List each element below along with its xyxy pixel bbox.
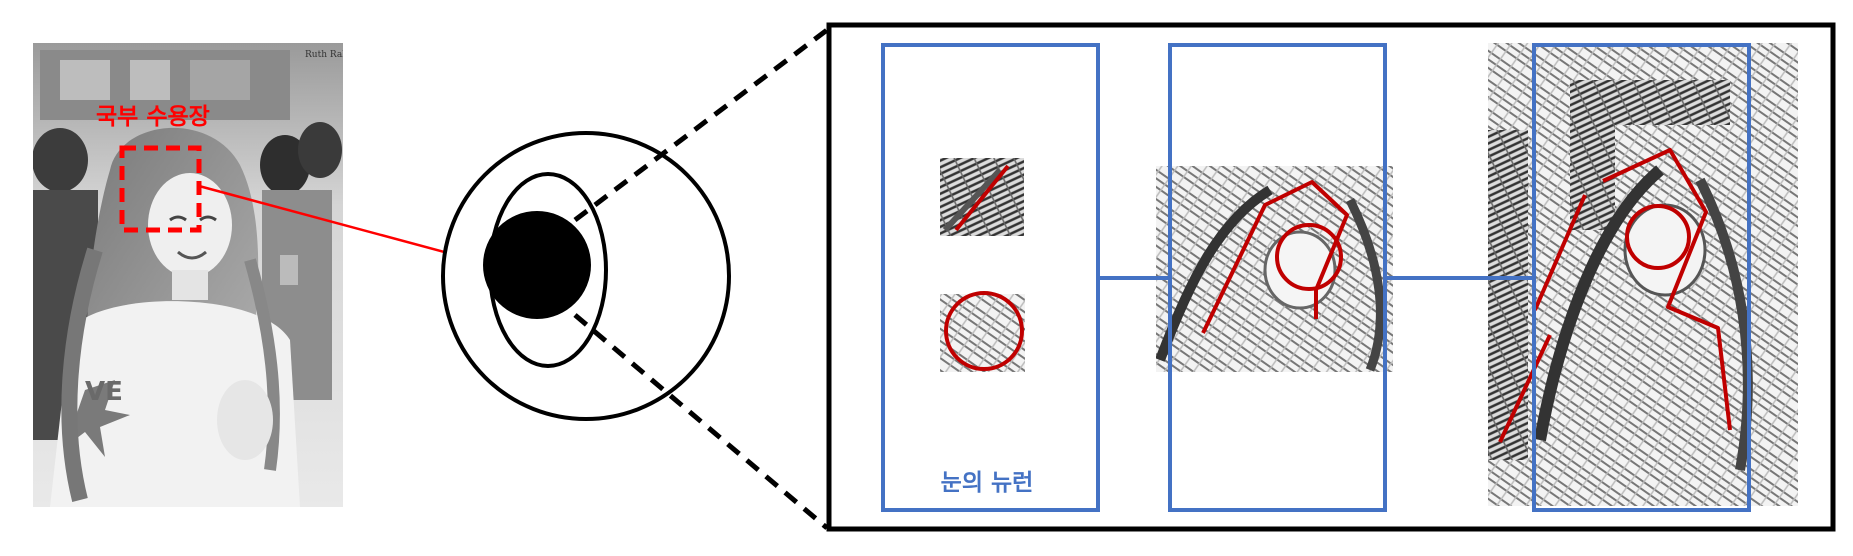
neuron-layer-boxes [881,43,1751,512]
svg-text:VE: VE [85,377,123,407]
eye-neuron-label: 눈의 뉴런 [941,470,1034,496]
face-parts-image [1156,166,1393,372]
receptive-field-label: 국부 수용장 [96,104,210,130]
eye-icon [441,131,731,421]
zoom-lines [573,28,829,530]
photo-watermark: Ruth Rabbit [305,50,361,60]
edge-patch-image [940,158,1024,236]
person-photo: VE Ruth Rabbit [33,43,361,507]
receptive-field-box [119,145,202,233]
whole-face-image [1488,43,1798,506]
curve-patch-image [940,291,1025,372]
